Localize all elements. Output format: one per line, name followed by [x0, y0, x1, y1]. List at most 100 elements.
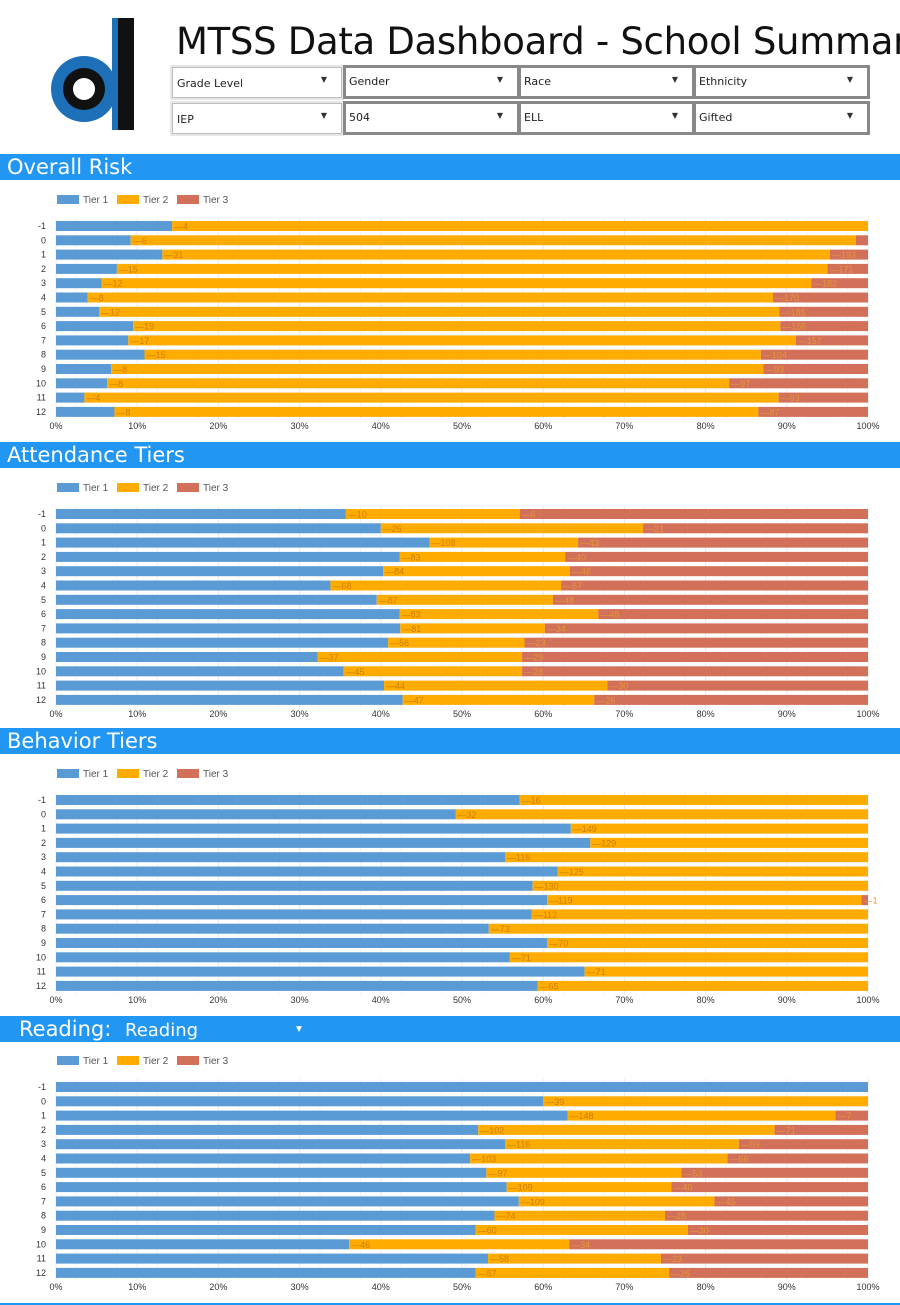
- grade-level-filter[interactable]: Grade Level ▼: [172, 67, 342, 98]
- bar-tier-2-grade-12[interactable]: [537, 980, 868, 991]
- bar-tier-3-grade-3[interactable]: [811, 278, 868, 289]
- gifted-filter[interactable]: Gifted ▼: [693, 101, 870, 135]
- bar-tier-2-grade-9[interactable]: [111, 364, 764, 374]
- bar-tier-2-grade-6[interactable]: [547, 895, 862, 906]
- bar-tier-2-grade-12[interactable]: [114, 406, 759, 417]
- bar-tier-1-grade-2[interactable]: [56, 551, 400, 562]
- bar-tier-1-grade-7[interactable]: [56, 1196, 519, 1207]
- bar-tier-1-grade-11[interactable]: [56, 966, 585, 977]
- bar-tier-2-grade-1[interactable]: [429, 537, 579, 548]
- bar-tier-2-grade-0[interactable]: [130, 235, 856, 246]
- bar-tier-1-grade-9[interactable]: [56, 652, 318, 662]
- bar-tier-3-grade-11[interactable]: [778, 392, 868, 403]
- bar-tier-1-grade-11[interactable]: [56, 392, 85, 403]
- bar-tier-3-grade-12[interactable]: [594, 694, 868, 705]
- bar-tier-2-grade-3[interactable]: [505, 1139, 739, 1150]
- 504-filter[interactable]: 504 ▼: [343, 101, 520, 135]
- bar-tier-3-grade-2[interactable]: [565, 551, 868, 562]
- bar-tier-1-grade--1[interactable]: [56, 509, 346, 519]
- bar-tier-2-grade-2[interactable]: [478, 1124, 775, 1135]
- bar-tier-3-grade-3[interactable]: [738, 1139, 868, 1150]
- bar-tier-3-grade-4[interactable]: [727, 1153, 868, 1164]
- bar-tier-2-grade-11[interactable]: [584, 966, 868, 977]
- bar-tier-3-grade-2[interactable]: [827, 263, 868, 274]
- bar-tier-3-grade-3[interactable]: [569, 566, 868, 577]
- bar-tier-3-grade-11[interactable]: [660, 1253, 868, 1264]
- bar-tier-3-grade-11[interactable]: [607, 680, 868, 691]
- bar-tier-2-grade-10[interactable]: [349, 1239, 570, 1250]
- bar-tier-2-grade-2[interactable]: [590, 837, 868, 848]
- bar-tier-2-grade-1[interactable]: [570, 823, 868, 834]
- bar-tier-3-grade-6[interactable]: [861, 895, 868, 906]
- bar-tier-2-grade-4[interactable]: [330, 580, 562, 591]
- bar-tier-2-grade--1[interactable]: [345, 509, 520, 519]
- bar-tier-1-grade-4[interactable]: [56, 292, 88, 303]
- ell-filter[interactable]: ELL ▼: [518, 101, 695, 135]
- bar-tier-2-grade-10[interactable]: [107, 378, 730, 389]
- bar-tier-2-grade-7[interactable]: [400, 623, 545, 634]
- bar-tier-1-grade-1[interactable]: [56, 249, 163, 260]
- bar-tier-1-grade-5[interactable]: [56, 306, 100, 317]
- race-filter[interactable]: Race ▼: [518, 65, 695, 99]
- bar-tier-1-grade-2[interactable]: [56, 1124, 479, 1135]
- bar-tier-1-grade-10[interactable]: [56, 378, 108, 389]
- bar-tier-2-grade-9[interactable]: [475, 1225, 688, 1235]
- bar-tier-1-grade-8[interactable]: [56, 1210, 495, 1221]
- bar-tier-2-grade-9[interactable]: [547, 938, 868, 948]
- bar-tier-2-grade-1[interactable]: [162, 249, 830, 260]
- bar-tier-2-grade-10[interactable]: [343, 666, 523, 677]
- bar-tier-2-grade--1[interactable]: [519, 795, 868, 805]
- bar-tier-2-grade-8[interactable]: [144, 349, 761, 360]
- bar-tier-2-grade-5[interactable]: [532, 880, 868, 891]
- bar-tier-3-grade-9[interactable]: [687, 1225, 868, 1235]
- bar-tier-2-grade-2[interactable]: [399, 551, 566, 562]
- bar-tier-1-grade-0[interactable]: [56, 235, 131, 246]
- bar-tier-3-grade-6[interactable]: [598, 609, 868, 620]
- bar-tier-3-grade--1[interactable]: [519, 509, 868, 519]
- bar-tier-3-grade-7[interactable]: [795, 335, 868, 346]
- bar-tier-1-grade-11[interactable]: [56, 680, 385, 691]
- bar-tier-1-grade-0[interactable]: [56, 523, 381, 534]
- bar-tier-1-grade-4[interactable]: [56, 1153, 471, 1164]
- bar-tier-3-grade-10[interactable]: [569, 1239, 868, 1250]
- bar-tier-2-grade-4[interactable]: [470, 1153, 728, 1164]
- bar-tier-1-grade-3[interactable]: [56, 566, 384, 577]
- bar-tier-1-grade-1[interactable]: [56, 537, 430, 548]
- bar-tier-2-grade-2[interactable]: [116, 263, 828, 274]
- reading-subject-select[interactable]: Reading: [125, 1020, 199, 1041]
- bar-tier-2-grade-0[interactable]: [543, 1096, 868, 1107]
- bar-tier-2-grade-4[interactable]: [87, 292, 773, 303]
- bar-tier-3-grade-6[interactable]: [780, 321, 868, 332]
- bar-tier-1-grade-9[interactable]: [56, 938, 548, 948]
- bar-tier-1-grade-8[interactable]: [56, 923, 489, 934]
- bar-tier-1-grade-5[interactable]: [56, 1167, 487, 1178]
- bar-tier-1-grade-10[interactable]: [56, 1239, 350, 1250]
- bar-tier-1-grade-0[interactable]: [56, 1096, 544, 1107]
- bar-tier-3-grade-1[interactable]: [829, 249, 868, 260]
- bar-tier-1-grade-4[interactable]: [56, 866, 558, 877]
- bar-tier-1-grade-3[interactable]: [56, 1139, 506, 1150]
- bar-tier-1-grade-12[interactable]: [56, 980, 538, 991]
- bar-tier-2-grade-6[interactable]: [399, 609, 599, 620]
- gender-filter[interactable]: Gender ▼: [343, 65, 520, 99]
- bar-tier-3-grade-0[interactable]: [643, 523, 868, 534]
- bar-tier-2-grade-3[interactable]: [383, 566, 570, 577]
- bar-tier-2-grade-7[interactable]: [128, 335, 796, 346]
- bar-tier-3-grade-6[interactable]: [671, 1182, 868, 1193]
- bar-tier-2-grade-8[interactable]: [388, 637, 525, 648]
- bar-tier-1-grade-6[interactable]: [56, 321, 134, 332]
- bar-tier-3-grade-1[interactable]: [578, 537, 868, 548]
- bar-tier-2-grade-11[interactable]: [384, 680, 608, 691]
- bar-tier-3-grade-7[interactable]: [544, 623, 868, 634]
- bar-tier-1-grade-2[interactable]: [56, 837, 591, 848]
- bar-tier-2-grade-7[interactable]: [518, 1196, 715, 1207]
- bar-tier-2-grade-9[interactable]: [317, 652, 523, 662]
- bar-tier-1-grade-2[interactable]: [56, 263, 117, 274]
- bar-tier-3-grade-5[interactable]: [681, 1167, 868, 1178]
- bar-tier-3-grade-8[interactable]: [524, 637, 868, 648]
- bar-tier-2-grade-8[interactable]: [488, 923, 868, 934]
- bar-tier-1-grade-7[interactable]: [56, 909, 532, 920]
- bar-tier-1-grade--1[interactable]: [56, 1082, 868, 1092]
- bar-tier-2-grade-12[interactable]: [475, 1267, 670, 1278]
- bar-tier-2-grade-0[interactable]: [380, 523, 644, 534]
